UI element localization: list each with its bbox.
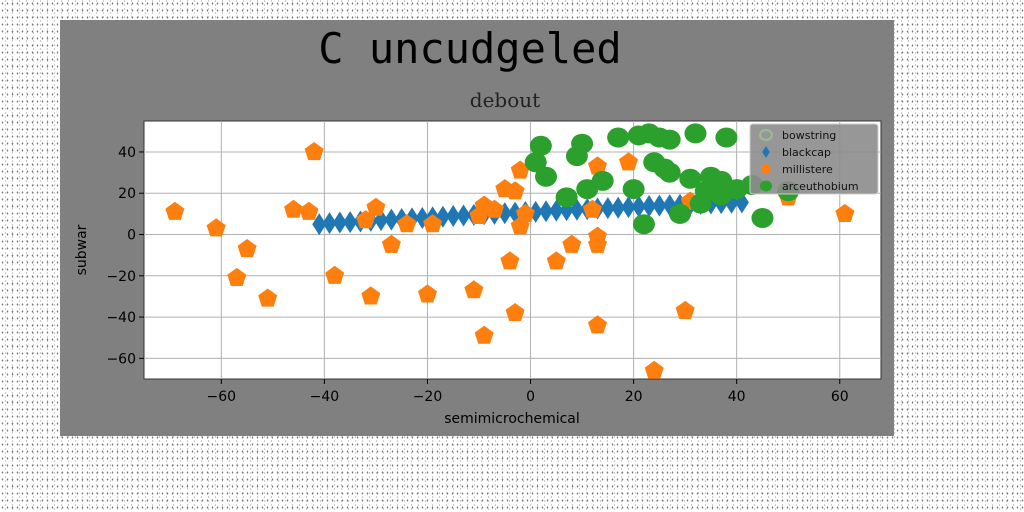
y-tick-label: 20 — [118, 186, 136, 202]
legend-label-arceuthobium: arceuthobium — [782, 180, 859, 193]
arceuthobium-point — [571, 134, 593, 154]
chart-title: C uncudgeled — [318, 24, 621, 73]
figure: C uncudgeled debout −60 −40 −20 0 20 40 60 −60 −… — [60, 20, 894, 436]
x-tick-label: −60 — [207, 389, 237, 405]
x-tick-label: −20 — [413, 389, 443, 405]
x-axis-label: semimicrochemical — [444, 411, 580, 427]
legend-label-bowstring: bowstring — [782, 129, 836, 142]
arceuthobium-point — [659, 163, 681, 183]
arceuthobium-point — [607, 128, 629, 148]
arceuthobium-point — [592, 171, 614, 191]
x-tick-label: 40 — [728, 389, 746, 405]
x-tick-label: 0 — [526, 389, 535, 405]
y-tick-label: 40 — [118, 145, 136, 161]
arceuthobium-point — [633, 214, 655, 234]
arceuthobium-point — [556, 187, 578, 207]
legend-label-millistere: millistere — [782, 163, 833, 176]
arceuthobium-point — [530, 136, 552, 156]
x-tick-label: 60 — [831, 389, 849, 405]
y-tick-label: −20 — [106, 269, 136, 285]
arceuthobium-point — [751, 208, 773, 228]
arceuthobium-point — [659, 130, 681, 150]
x-tick-label: −40 — [310, 389, 340, 405]
x-tick-label: 20 — [625, 389, 643, 405]
y-tick-label: 0 — [127, 228, 136, 244]
legend: bowstring blackcap millistere arceuthobium — [750, 124, 878, 194]
y-tick-label: −40 — [106, 310, 136, 326]
arceuthobium-point — [623, 179, 645, 199]
y-tick-label: −60 — [106, 351, 136, 367]
chart-subtitle: debout — [470, 88, 540, 112]
arceuthobium-point — [669, 204, 691, 224]
arceuthobium-point — [684, 123, 706, 143]
legend-marker-arceuthobium — [760, 181, 772, 192]
arceuthobium-point — [715, 128, 737, 148]
legend-label-blackcap: blackcap — [782, 146, 831, 159]
scatter-chart: C uncudgeled debout −60 −40 −20 0 20 40 60 −60 −… — [60, 20, 894, 436]
arceuthobium-point — [535, 167, 557, 187]
y-axis-label: subwar — [74, 224, 90, 275]
